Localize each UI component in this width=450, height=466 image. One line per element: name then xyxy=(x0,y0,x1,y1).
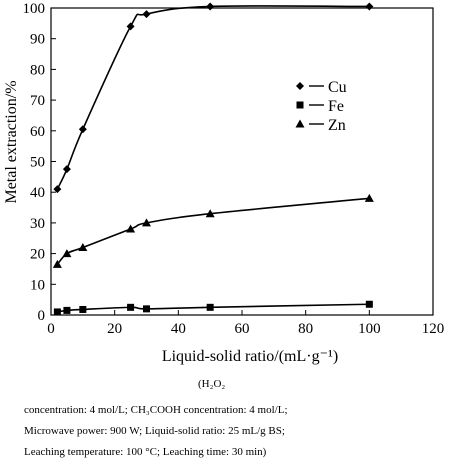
legend-marker-cu xyxy=(296,82,304,90)
caption-line-1: concentration: 4 mol/L; CH₃COOH concentr… xyxy=(24,404,288,416)
axes: 0 20 40 60 80 100 120 0 10 20 30 40 50 60 70 80 90 100 xyxy=(23,1,445,337)
y-tick-label: 20 xyxy=(30,247,45,263)
data-point-zn xyxy=(142,218,151,227)
data-point-zn xyxy=(126,224,136,233)
data-point-fe xyxy=(53,308,61,316)
x-tick-label: 40 xyxy=(171,321,186,337)
legend-label-cu: Cu xyxy=(328,79,347,96)
data-point-zn xyxy=(205,209,215,218)
data-point-fe xyxy=(63,306,71,314)
x-tick-label: 80 xyxy=(298,321,313,337)
y-tick-label: 90 xyxy=(30,32,45,48)
y-tick-label: 100 xyxy=(23,1,46,17)
caption-line-3: Leaching temperature: 100 °C; Leaching t… xyxy=(24,446,267,458)
y-tick-label: 50 xyxy=(30,155,45,171)
caption-line-2: Microwave power: 900 W; Liquid-solid rat… xyxy=(24,425,285,437)
y-tick-label: 60 xyxy=(30,124,45,140)
data-point-fe xyxy=(127,303,135,311)
data-point-fe xyxy=(365,300,373,308)
x-tick-label: 20 xyxy=(107,321,122,337)
data-point-cu xyxy=(126,22,135,31)
caption-title: (H₂O₂ xyxy=(198,378,226,390)
data-point-zn xyxy=(364,193,374,202)
legend-label-fe: Fe xyxy=(328,98,344,115)
plot-frame xyxy=(50,7,434,316)
data-point-fe xyxy=(79,305,87,313)
data-point-zn xyxy=(78,242,88,251)
legend-marker-zn xyxy=(295,119,305,128)
y-tick-label: 80 xyxy=(30,62,45,78)
legend-label-zn: Zn xyxy=(328,117,346,134)
data-point-cu xyxy=(365,2,374,11)
data-point-cu xyxy=(62,165,71,174)
series-line-cu xyxy=(56,5,370,190)
x-tick-label: 120 xyxy=(422,321,445,337)
y-tick-label: 30 xyxy=(30,216,45,232)
legend: Cu Fe Zn xyxy=(295,79,347,134)
series-line-zn xyxy=(56,197,370,265)
data-point-cu xyxy=(78,125,87,134)
markers xyxy=(52,2,374,316)
y-tick-label: 70 xyxy=(30,93,45,109)
data-point-zn xyxy=(62,249,72,258)
y-tick-label: 0 xyxy=(38,308,46,324)
x-axis-label: Liquid-solid ratio/(mL·g⁻¹) xyxy=(162,348,338,365)
x-tick-label: 0 xyxy=(47,321,55,337)
y-tick-label: 10 xyxy=(30,277,45,293)
curves xyxy=(56,5,370,313)
data-point-cu xyxy=(206,2,215,11)
y-tick-label: 40 xyxy=(30,185,45,201)
data-point-cu xyxy=(142,10,151,19)
data-point-fe xyxy=(143,305,150,313)
chart: 0 20 40 60 80 100 120 0 10 20 30 40 50 60 70 80 90 100 Cu… xyxy=(3,1,445,365)
data-point-zn xyxy=(52,259,62,268)
x-tick-label: 100 xyxy=(358,321,381,337)
data-point-cu xyxy=(53,185,62,194)
x-tick-label: 60 xyxy=(235,321,250,337)
y-axis-label: Metal extraction/% xyxy=(3,80,20,203)
data-point-fe xyxy=(206,303,214,311)
legend-marker-fe xyxy=(296,101,304,109)
